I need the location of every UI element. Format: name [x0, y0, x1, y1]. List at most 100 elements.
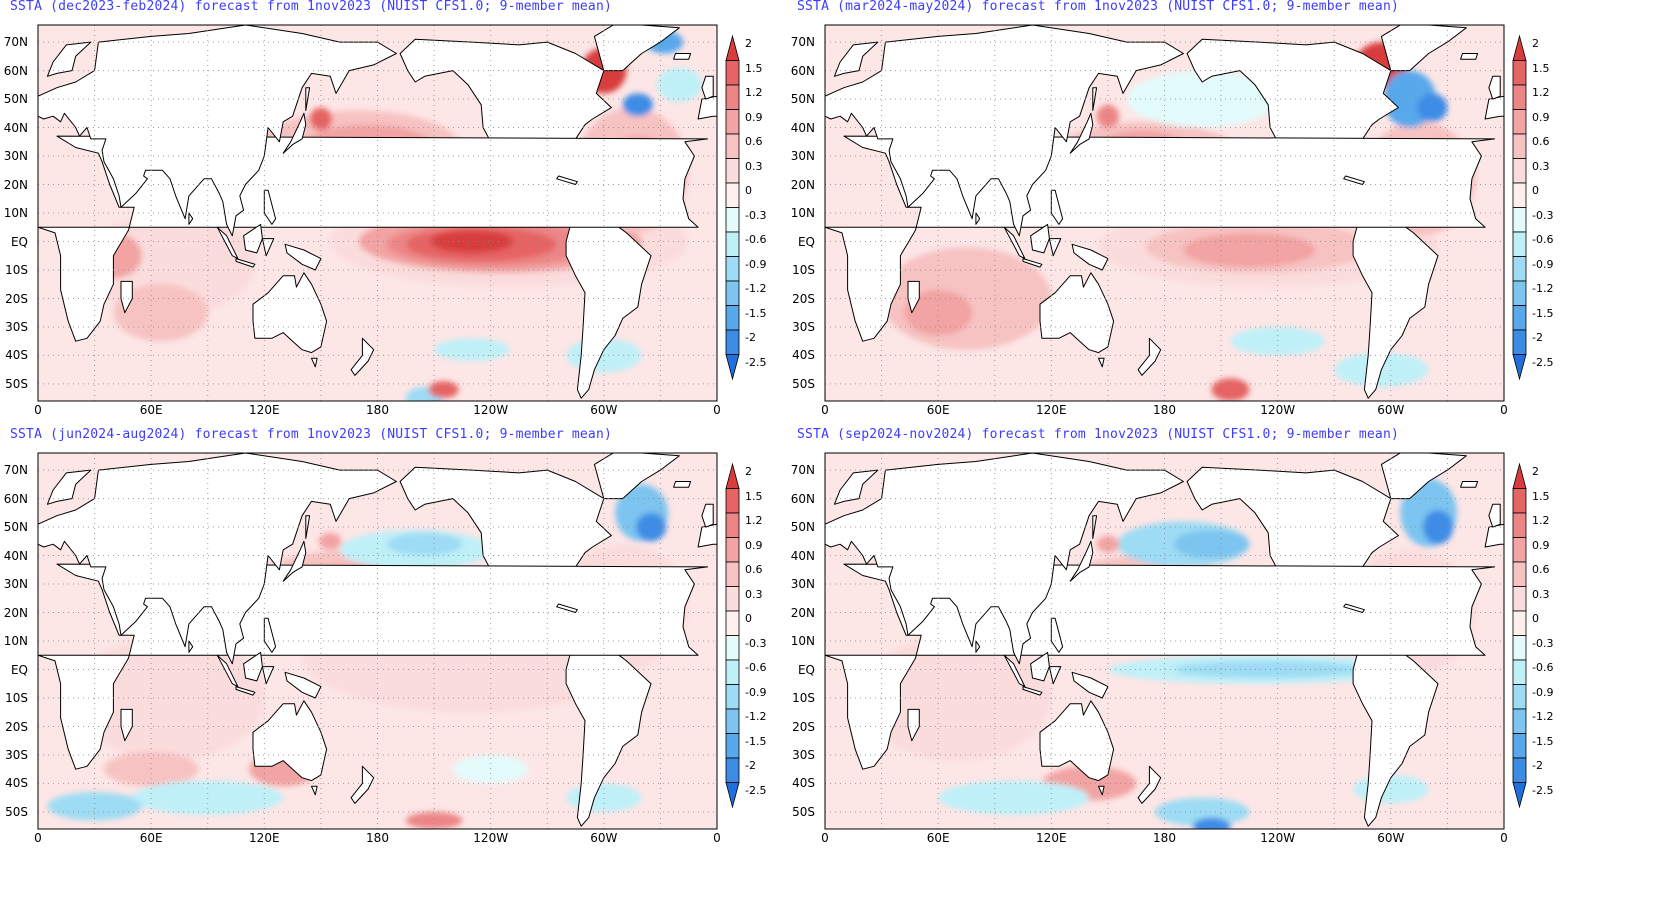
colorbar-label: -0.9	[745, 257, 767, 271]
colorbar-segment	[1512, 708, 1527, 734]
colorbar-label: -1.5	[745, 734, 767, 748]
landmass	[216, 654, 239, 688]
landmass	[38, 563, 709, 770]
ssta-anomaly	[1422, 510, 1454, 545]
landmass	[907, 708, 920, 742]
landmass	[907, 280, 920, 314]
colorbar-segment	[1512, 305, 1527, 331]
lat-tick-label: 10S	[5, 691, 28, 705]
colorbar-label: -1.5	[1532, 734, 1554, 748]
lat-tick-label: EQ	[10, 662, 28, 677]
lat-tick-label: 40N	[790, 120, 815, 135]
colorbar-segment	[1512, 462, 1527, 489]
lon-tick-label: 120W	[473, 831, 509, 845]
map-svg	[37, 452, 740, 830]
map-area	[825, 25, 1504, 401]
ssta-anomaly	[309, 107, 333, 131]
lat-tick-label: 70N	[790, 463, 815, 478]
lat-tick-label: 20N	[3, 605, 28, 620]
ssta-anomaly	[1096, 535, 1120, 553]
colorbar-label: -2	[745, 331, 756, 344]
lat-tick-label: 30S	[5, 747, 28, 762]
landmass	[1343, 175, 1365, 185]
colorbar-label: -1.2	[1532, 710, 1554, 723]
colorbar-label: 2	[745, 37, 752, 50]
colorbar-segment	[1512, 280, 1527, 306]
colorbar-segment	[725, 635, 740, 661]
colorbar-label: -0.3	[1532, 208, 1554, 222]
landmass	[216, 226, 239, 260]
landmass	[120, 280, 133, 314]
ssta-anomaly	[1183, 232, 1316, 268]
lon-tick-label: 0	[821, 403, 829, 417]
lat-tick-label: 10S	[5, 263, 28, 277]
landmass	[1069, 540, 1094, 582]
map-area	[38, 25, 717, 401]
landmass	[261, 238, 275, 257]
landmass	[701, 503, 714, 528]
colorbar-label: -0.9	[1532, 685, 1554, 699]
colorbar-segment	[1512, 182, 1527, 208]
landmass	[1003, 226, 1026, 260]
lon-tick-label: 120W	[1260, 403, 1296, 417]
colorbar-label: 0.3	[1532, 159, 1550, 173]
landmass	[1050, 617, 1064, 653]
ssta-anomaly	[1126, 70, 1278, 128]
lat-tick-label: 10N	[3, 634, 28, 648]
lat-tick-label: EQ	[10, 234, 28, 249]
landmass	[697, 95, 717, 120]
lat-tick-label: 20S	[5, 719, 28, 734]
panel-sep-nov: SSTA (sep2024-nov2024) forecast from 1no…	[787, 427, 1620, 878]
ssta-anomaly	[635, 512, 667, 542]
lat-tick-label: 50S	[5, 804, 28, 819]
colorbar-segment	[1512, 488, 1527, 514]
landmass	[673, 481, 692, 488]
landmass	[1137, 765, 1162, 804]
landmass	[975, 640, 981, 653]
colorbar-segment	[725, 280, 740, 306]
colorbar-label: -0.3	[1532, 636, 1554, 650]
colorbar-segment	[725, 659, 740, 685]
colorbar-segment	[725, 305, 740, 331]
colorbar-segment	[725, 34, 740, 61]
landmass	[1484, 523, 1504, 548]
colorbar-label: -0.3	[745, 636, 767, 650]
lon-tick-label: 0	[1500, 831, 1508, 845]
lon-tick-label: 120W	[473, 403, 509, 417]
landmass	[1022, 258, 1043, 268]
lat-tick-label: 50S	[792, 376, 815, 391]
colorbar-segment	[725, 133, 740, 159]
lat-tick-label: 30N	[3, 149, 28, 163]
colorbar-segment	[725, 757, 740, 783]
colorbar-segment	[725, 109, 740, 135]
ssta-anomaly	[938, 780, 1089, 815]
colorbar-label: -2.5	[745, 355, 767, 369]
landmass	[46, 469, 92, 505]
landmass	[188, 640, 194, 653]
lat-tick-label: EQ	[797, 234, 815, 249]
panel-title: SSTA (sep2024-nov2024) forecast from 1no…	[797, 427, 1399, 442]
lat-tick-label: EQ	[797, 662, 815, 677]
colorbar-label: 0	[745, 612, 752, 625]
lat-tick-label: 50S	[5, 376, 28, 391]
map-svg	[37, 24, 740, 402]
lat-tick-label: 20N	[790, 605, 815, 620]
landmass	[305, 515, 311, 539]
landmass	[282, 540, 307, 582]
lat-tick-label: 20N	[3, 177, 28, 192]
map-frame	[824, 452, 1505, 830]
ssta-anomaly	[1096, 104, 1120, 128]
ssta-anomaly	[1417, 93, 1448, 122]
landmass	[1352, 637, 1439, 827]
lat-tick-label: 50N	[790, 520, 815, 535]
colorbar-segment	[1512, 659, 1527, 685]
lon-tick-label: 0	[1500, 403, 1508, 417]
colorbar-segment	[725, 462, 740, 489]
lat-tick-label: 20S	[792, 291, 815, 306]
colorbar-label: -0.9	[745, 685, 767, 699]
ssta-anomaly	[622, 93, 653, 117]
panel-title: SSTA (mar2024-may2024) forecast from 1no…	[797, 0, 1399, 14]
landmass	[1069, 112, 1094, 154]
lat-tick-label: 60N	[790, 63, 815, 78]
lon-tick-label: 180	[366, 831, 389, 845]
